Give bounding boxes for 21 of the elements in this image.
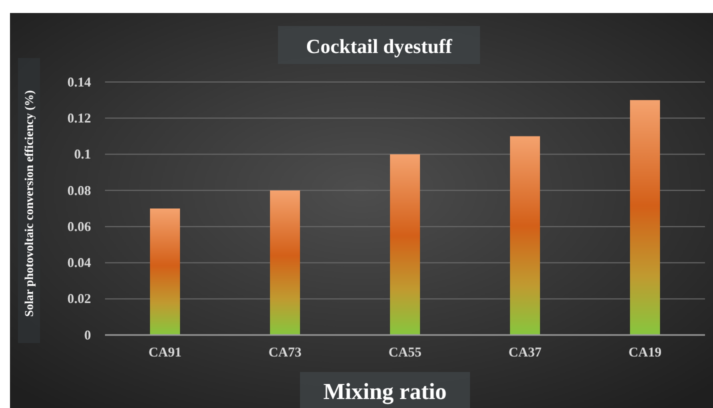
x-axis-title: Mixing ratio [323, 379, 447, 405]
x-tick-label: CA73 [268, 344, 302, 360]
x-tick-label: CA37 [508, 344, 542, 360]
y-tick-label: 0.02 [67, 291, 92, 306]
x-tick-label: CA19 [628, 344, 662, 360]
y-axis-title: Solar photovoltaic conversion efficiency (%) [22, 90, 36, 317]
y-tick-label: 0.06 [67, 218, 92, 234]
y-tick-label: 0.12 [67, 110, 92, 126]
y-tick-label: 0.14 [67, 74, 92, 90]
y-tick-label: 0 [84, 327, 92, 342]
y-tick-label: 0.04 [67, 255, 92, 270]
x-tick-label: CA55 [388, 344, 422, 360]
bar [510, 136, 540, 335]
y-tick-label: 0.1 [74, 146, 92, 162]
y-tick-label: 0.08 [67, 182, 92, 198]
bar [630, 100, 660, 335]
chart-title: Cocktail dyestuff [306, 36, 452, 58]
bar [150, 208, 180, 335]
x-tick-label: CA91 [148, 344, 182, 360]
bar [390, 154, 420, 335]
bar [270, 190, 300, 335]
